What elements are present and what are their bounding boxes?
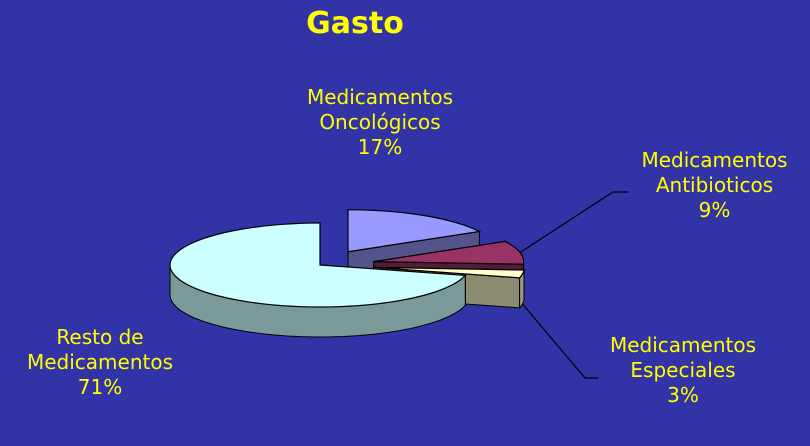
slice-label: Medicamentos Antibioticos 9% [622, 148, 807, 223]
value-label: 71% [77, 375, 123, 399]
value-label: 9% [698, 198, 731, 222]
category-label: Medicamentos Especiales [609, 333, 757, 382]
category-label: Medicamentos Oncológicos [306, 85, 454, 134]
slice-top [347, 209, 482, 253]
slice-label: Resto de Medicamentos 71% [10, 325, 190, 400]
category-label: Resto de Medicamentos [26, 325, 174, 374]
slice-label: Medicamentos Oncológicos 17% [300, 85, 460, 160]
slice-top [169, 222, 467, 308]
pie-slice [169, 222, 467, 338]
slice-label: Medicamentos Especiales 3% [590, 333, 776, 408]
leader-line [522, 303, 598, 379]
category-label: Medicamentos Antibioticos [641, 148, 788, 197]
slice-top [374, 266, 525, 279]
value-label: 3% [667, 383, 699, 407]
chart-title: Gasto [306, 6, 404, 41]
leader-line [519, 191, 628, 253]
value-label: 17% [357, 135, 403, 159]
slice-top [373, 240, 525, 265]
